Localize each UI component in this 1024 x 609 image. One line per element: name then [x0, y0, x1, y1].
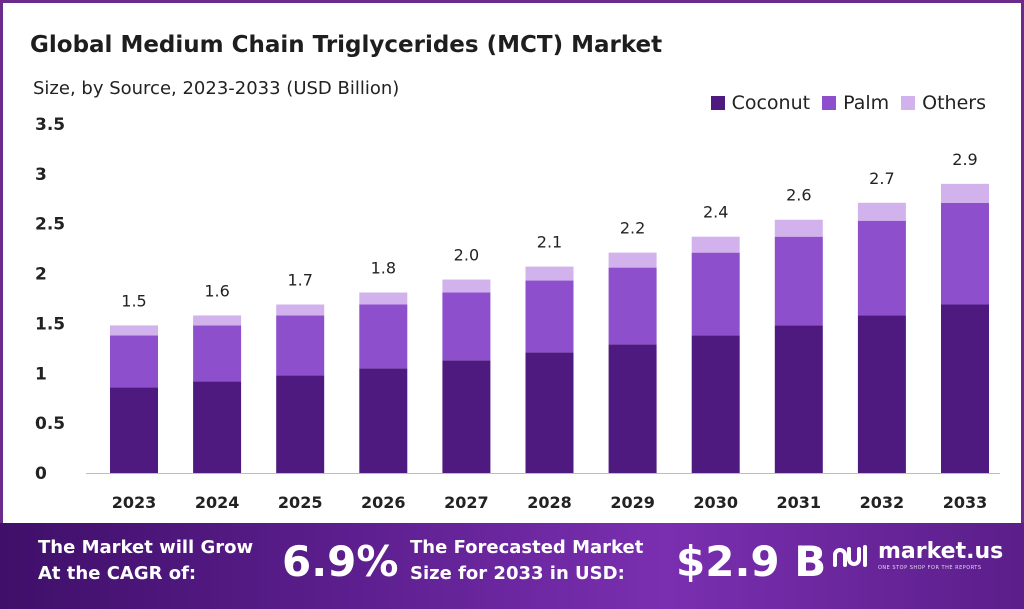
x-tick-label: 2028 [527, 493, 572, 512]
chart-subtitle: Size, by Source, 2023-2033 (USD Billion) [33, 78, 400, 99]
market-us-logo-icon [833, 545, 867, 567]
footer-banner: The Market will Grow At the CAGR of: 6.9… [0, 523, 1024, 609]
bar-total-label: 2.6 [786, 186, 811, 205]
bar-segment-others [774, 219, 823, 237]
bar-segment-palm [774, 236, 823, 326]
chart-title: Global Medium Chain Triglycerides (MCT) … [30, 32, 663, 58]
legend-label-coconut: Coconut [731, 92, 811, 114]
y-tick-label: 3 [35, 165, 47, 185]
x-tick-label: 2024 [195, 493, 240, 512]
bar-total-label: 2.4 [703, 203, 728, 222]
y-tick-label: 1 [35, 364, 47, 384]
bar-segment-palm [442, 292, 491, 361]
bar-segment-others [359, 292, 408, 305]
bar-total-label: 2.2 [620, 219, 645, 238]
bar-segment-coconut [276, 375, 325, 473]
x-tick-label: 2033 [943, 493, 988, 512]
bar-total-label: 1.7 [287, 270, 312, 289]
y-tick-label: 3.5 [35, 115, 65, 135]
bar-segment-coconut [442, 360, 491, 473]
bar-segment-coconut [525, 352, 574, 473]
bar-segment-others [193, 315, 242, 326]
bar-segment-palm [857, 220, 906, 316]
stacked-bar-chart: 0 0.5 1 1.5 2 2.5 3 3.5 1.5 2023 1.6 2024 1.7 2025 1.8… [35, 115, 1000, 512]
x-tick-label: 2032 [860, 493, 905, 512]
cagr-label: The Market will Grow At the CAGR of: [38, 535, 253, 587]
legend-item-others: Others [901, 92, 986, 114]
x-tick-label: 2026 [361, 493, 406, 512]
bar-segment-others [442, 279, 491, 293]
bar-segment-others [691, 236, 740, 253]
bar-segment-others [110, 325, 158, 336]
bar-segment-palm [941, 202, 989, 305]
bar-total-label: 2.1 [537, 233, 562, 252]
legend-swatch-others [901, 96, 916, 110]
y-tick-label: 1.5 [35, 314, 65, 334]
bar-total-label: 2.7 [869, 169, 894, 188]
bar-total-label: 2.0 [454, 246, 479, 265]
legend-label-others: Others [922, 92, 986, 114]
forecast-label: The Forecasted Market Size for 2033 in U… [410, 535, 643, 587]
chart-legend: Coconut Palm Others [710, 92, 986, 114]
bar-segment-coconut [941, 304, 989, 473]
bar-segment-coconut [359, 368, 408, 473]
cagr-value: 6.9% [282, 537, 399, 586]
cagr-label-line2: At the CAGR of: [38, 563, 197, 584]
bar-segment-coconut [691, 335, 740, 473]
bar-total-label: 1.8 [371, 259, 396, 278]
x-tick-label: 2029 [610, 493, 655, 512]
bar-segment-palm [276, 315, 325, 376]
x-tick-label: 2023 [112, 493, 157, 512]
bar-segment-palm [110, 335, 158, 388]
y-tick-label: 0 [35, 464, 47, 484]
bar-segment-coconut [857, 315, 906, 473]
legend-label-palm: Palm [843, 92, 890, 114]
bar-segment-coconut [193, 381, 242, 473]
bar-segment-palm [525, 280, 574, 353]
bar-segment-palm [359, 304, 408, 369]
bar-total-label: 1.6 [204, 281, 229, 300]
bar-segment-coconut [774, 325, 823, 473]
bar-segment-palm [608, 267, 657, 345]
x-tick-label: 2031 [777, 493, 822, 512]
legend-item-coconut: Coconut [710, 92, 811, 114]
x-tick-label: 2027 [444, 493, 489, 512]
brand-text: market.us ONE STOP SHOP FOR THE REPORTS [878, 539, 1004, 572]
legend-item-palm: Palm [822, 92, 889, 114]
y-tick-label: 2 [35, 265, 47, 285]
brand-logo: market.us ONE STOP SHOP FOR THE REPORTS [832, 541, 1003, 571]
bar-segment-others [941, 183, 989, 203]
legend-swatch-coconut [710, 96, 725, 110]
forecast-label-line2: Size for 2033 in USD: [410, 563, 625, 584]
bar-segment-others [857, 202, 906, 221]
x-tick-label: 2025 [278, 493, 323, 512]
bar-total-label: 1.5 [121, 291, 146, 310]
forecast-value: $2.9 B [676, 537, 827, 586]
x-tick-label: 2030 [693, 493, 738, 512]
y-tick-label: 0.5 [35, 414, 65, 434]
bar-segment-palm [193, 325, 242, 382]
bar-segment-others [525, 266, 574, 281]
bar-segment-palm [691, 252, 740, 336]
y-tick-label: 2.5 [35, 215, 65, 235]
bar-segment-others [276, 304, 325, 316]
bar-total-label: 2.9 [952, 150, 977, 169]
brand-name: market.us [878, 539, 1004, 564]
bar-segment-coconut [608, 344, 657, 473]
bar-segment-coconut [110, 387, 158, 473]
bar-segment-others [608, 252, 657, 268]
cagr-label-line1: The Market will Grow [38, 537, 254, 558]
brand-tagline: ONE STOP SHOP FOR THE REPORTS [878, 565, 982, 571]
legend-swatch-palm [822, 96, 837, 110]
forecast-label-line1: The Forecasted Market [410, 537, 644, 558]
